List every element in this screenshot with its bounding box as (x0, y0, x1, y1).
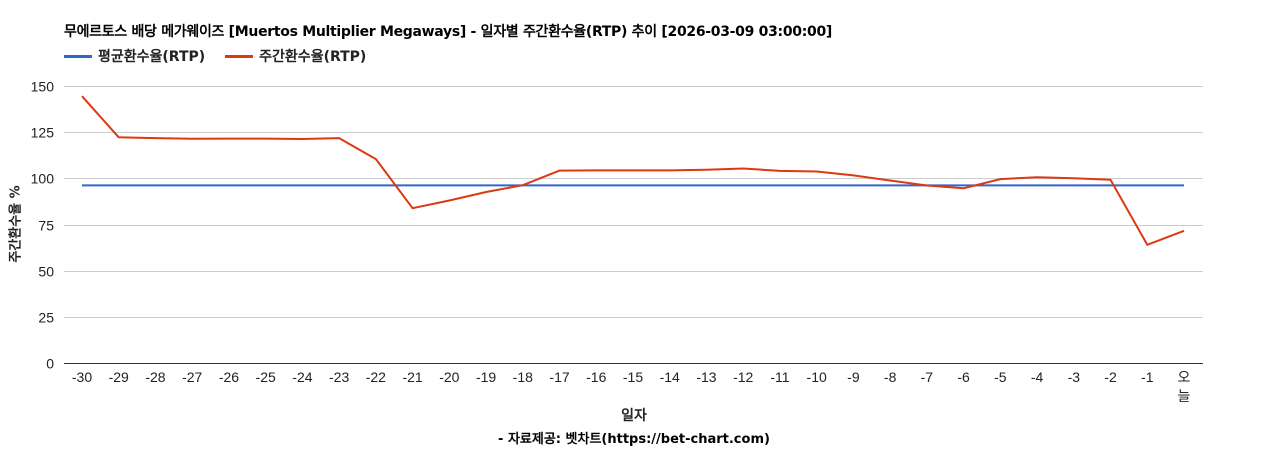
y-axis-ticks: 0 25 50 75 100 125 150 (31, 79, 55, 372)
legend: 평균환수율(RTP) 주간환수율(RTP) (64, 46, 386, 66)
legend-item-average-rtp[interactable]: 평균환수율(RTP) (64, 46, 205, 66)
x-tick-label: -19 (476, 369, 496, 385)
weekly-rtp-line[interactable] (81, 95, 1185, 246)
x-tick-label: -4 (1031, 369, 1044, 385)
x-tick-label: -8 (884, 369, 897, 385)
x-tick-label: 늘 (1178, 389, 1191, 405)
chart-title: 무에르토스 배당 메가웨이즈 [Muertos Multiplier Megaw… (64, 24, 832, 40)
gridlines (64, 86, 1203, 318)
legend-label: 주간환수율(RTP) (259, 49, 367, 65)
y-tick-label: 50 (38, 264, 54, 280)
x-tick-label: -14 (660, 369, 680, 385)
x-tick-label: -12 (733, 369, 753, 385)
x-tick-label: -13 (696, 369, 716, 385)
x-tick-label: -3 (1068, 369, 1081, 385)
x-tick-label: -27 (182, 369, 202, 385)
x-tick-label: -1 (1141, 369, 1154, 385)
x-tick-label: -23 (329, 369, 349, 385)
y-tick-label: 0 (46, 356, 54, 372)
x-tick-label: -10 (807, 369, 827, 385)
x-axis-title: 일자 (621, 408, 647, 424)
x-tick-label: -6 (957, 369, 970, 385)
x-tick-label: -17 (549, 369, 569, 385)
x-tick-label: -24 (292, 369, 312, 385)
x-tick-label: -28 (145, 369, 165, 385)
series-lines (81, 95, 1185, 246)
x-tick-label: -9 (847, 369, 860, 385)
x-tick-label: 오 (1178, 370, 1191, 386)
data-source-credit: - 자료제공: 벳차트(https://bet-chart.com) (498, 432, 770, 447)
legend-swatch-red (225, 54, 254, 58)
x-tick-label: -20 (439, 369, 459, 385)
x-tick-label: -15 (623, 369, 643, 385)
x-tick-label: -18 (513, 369, 533, 385)
x-tick-label: -7 (921, 369, 934, 385)
x-tick-label: -25 (256, 369, 276, 385)
y-tick-label: 125 (31, 125, 55, 141)
legend-item-weekly-rtp[interactable]: 주간환수율(RTP) (225, 46, 366, 66)
legend-swatch-blue (64, 54, 92, 58)
x-tick-label: -5 (994, 369, 1007, 385)
x-tick-label: -21 (402, 369, 422, 385)
x-tick-label: -29 (109, 369, 129, 385)
x-axis-ticks: -30 -29 -28 -27 -26 -25 -24 -23 -22 -21 -20 -19 -18-… (72, 369, 1191, 405)
x-tick-label: -16 (586, 369, 606, 385)
y-tick-label: 75 (38, 218, 54, 234)
x-tick-label: -22 (366, 369, 386, 385)
x-tick-label: -30 (72, 369, 92, 385)
x-tick-label: -11 (770, 369, 789, 385)
x-tick-label: -26 (219, 369, 239, 385)
y-tick-label: 150 (31, 79, 55, 95)
legend-label: 평균환수율(RTP) (98, 49, 206, 65)
y-tick-label: 100 (31, 171, 55, 187)
y-tick-label: 25 (38, 310, 54, 326)
x-tick-label: -2 (1104, 369, 1117, 385)
